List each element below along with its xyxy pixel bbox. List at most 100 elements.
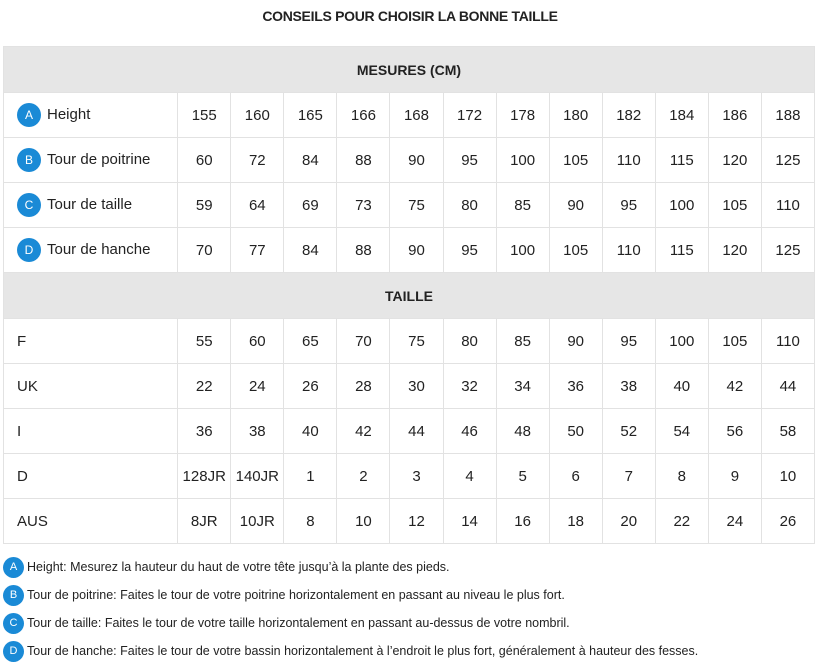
row-label-cell: C Tour de taille xyxy=(2,182,179,228)
row-label: I xyxy=(17,422,22,440)
size-table: MESURES (CM) A Height 155 160 165 166 168 172 178… xyxy=(2,46,816,544)
value-cell: 28 xyxy=(336,363,391,409)
note-text: Tour de taille: Faites le tour de votre … xyxy=(27,616,570,630)
badge-icon: A xyxy=(17,103,41,127)
badge-icon: C xyxy=(3,612,24,634)
value-cell: 70 xyxy=(336,318,391,364)
note-text: Tour de poitrine: Faites le tour de votr… xyxy=(27,588,565,602)
value-cell: 186 xyxy=(707,92,762,138)
table-row: C Tour de taille 59 64 69 73 75 80 85 90 95 100 105 1… xyxy=(2,182,816,228)
value-cell: 100 xyxy=(654,182,709,228)
value-cell: 10 xyxy=(760,453,816,499)
value-cell: 5 xyxy=(495,453,550,499)
value-cell: 84 xyxy=(283,227,338,273)
note-text: Height: Mesurez la hauteur du haut de vo… xyxy=(27,560,450,574)
section-header: TAILLE xyxy=(3,272,815,319)
value-cell: 54 xyxy=(654,408,709,454)
value-cell: 172 xyxy=(442,92,497,138)
value-cell: 12 xyxy=(389,498,444,544)
row-label-cell: D Tour de hanche xyxy=(2,227,179,273)
value-cell: 77 xyxy=(230,227,285,273)
value-cell: 58 xyxy=(760,408,816,454)
table-row: D 128JR 140JR 1 2 3 4 5 6 7 8 9 10 xyxy=(2,453,816,499)
value-cell: 160 xyxy=(230,92,285,138)
value-cell: 100 xyxy=(495,227,550,273)
value-cell: 88 xyxy=(336,227,391,273)
value-cell: 128JR xyxy=(177,453,232,499)
note-item: A Height: Mesurez la hauteur du haut de v… xyxy=(3,553,818,581)
value-cell: 10 xyxy=(336,498,391,544)
value-cell: 110 xyxy=(601,227,656,273)
value-cell: 42 xyxy=(336,408,391,454)
row-label: D xyxy=(17,467,28,485)
page-title: CONSEILS POUR CHOISIR LA BONNE TAILLE xyxy=(262,8,558,24)
value-cell: 8 xyxy=(283,498,338,544)
value-cell: 38 xyxy=(230,408,285,454)
value-cell: 44 xyxy=(760,363,816,409)
value-cell: 166 xyxy=(336,92,391,138)
value-cell: 30 xyxy=(389,363,444,409)
value-cell: 10JR xyxy=(230,498,285,544)
value-cell: 80 xyxy=(442,318,497,364)
row-label: Height xyxy=(47,105,91,123)
table-row: F 55 60 65 70 75 80 85 90 95 100 105 110 xyxy=(2,318,816,364)
value-cell: 46 xyxy=(442,408,497,454)
value-cell: 56 xyxy=(707,408,762,454)
value-cell: 120 xyxy=(707,227,762,273)
row-label: F xyxy=(17,332,27,350)
value-cell: 48 xyxy=(495,408,550,454)
value-cell: 165 xyxy=(283,92,338,138)
value-cell: 95 xyxy=(601,182,656,228)
table-row: D Tour de hanche 70 77 84 88 90 95 100 105 110 115 1… xyxy=(2,227,816,273)
row-label-cell: B Tour de poitrine xyxy=(2,137,179,183)
row-label-cell: D xyxy=(2,453,179,499)
row-label: UK xyxy=(17,377,38,395)
value-cell: 36 xyxy=(548,363,603,409)
badge-icon: D xyxy=(3,640,24,662)
table-row: I 36 38 40 42 44 46 48 50 52 54 56 58 xyxy=(2,408,816,454)
value-cell: 42 xyxy=(707,363,762,409)
value-cell: 40 xyxy=(283,408,338,454)
value-cell: 55 xyxy=(177,318,232,364)
value-cell: 125 xyxy=(760,227,816,273)
value-cell: 75 xyxy=(389,318,444,364)
value-cell: 64 xyxy=(230,182,285,228)
value-cell: 105 xyxy=(707,182,762,228)
value-cell: 90 xyxy=(389,137,444,183)
notes: A Height: Mesurez la hauteur du haut de v… xyxy=(3,553,818,665)
row-label: Tour de poitrine xyxy=(47,150,151,168)
value-cell: 24 xyxy=(230,363,285,409)
table-row: AUS 8JR 10JR 8 10 12 14 16 18 20 22 24 26 xyxy=(2,498,816,544)
value-cell: 8JR xyxy=(177,498,232,544)
value-cell: 60 xyxy=(230,318,285,364)
value-cell: 85 xyxy=(495,182,550,228)
badge-icon: A xyxy=(3,556,24,578)
value-cell: 9 xyxy=(707,453,762,499)
value-cell: 180 xyxy=(548,92,603,138)
value-cell: 85 xyxy=(495,318,550,364)
value-cell: 110 xyxy=(601,137,656,183)
value-cell: 2 xyxy=(336,453,391,499)
value-cell: 110 xyxy=(760,318,816,364)
value-cell: 52 xyxy=(601,408,656,454)
value-cell: 182 xyxy=(601,92,656,138)
value-cell: 3 xyxy=(389,453,444,499)
value-cell: 36 xyxy=(177,408,232,454)
value-cell: 72 xyxy=(230,137,285,183)
value-cell: 178 xyxy=(495,92,550,138)
value-cell: 120 xyxy=(707,137,762,183)
value-cell: 100 xyxy=(495,137,550,183)
value-cell: 40 xyxy=(654,363,709,409)
value-cell: 16 xyxy=(495,498,550,544)
value-cell: 90 xyxy=(389,227,444,273)
value-cell: 73 xyxy=(336,182,391,228)
value-cell: 90 xyxy=(548,318,603,364)
value-cell: 155 xyxy=(177,92,232,138)
row-label: Tour de hanche xyxy=(47,240,151,258)
value-cell: 24 xyxy=(707,498,762,544)
value-cell: 115 xyxy=(654,137,709,183)
value-cell: 26 xyxy=(760,498,816,544)
value-cell: 75 xyxy=(389,182,444,228)
value-cell: 95 xyxy=(601,318,656,364)
note-item: B Tour de poitrine: Faites le tour de vot… xyxy=(3,581,818,609)
